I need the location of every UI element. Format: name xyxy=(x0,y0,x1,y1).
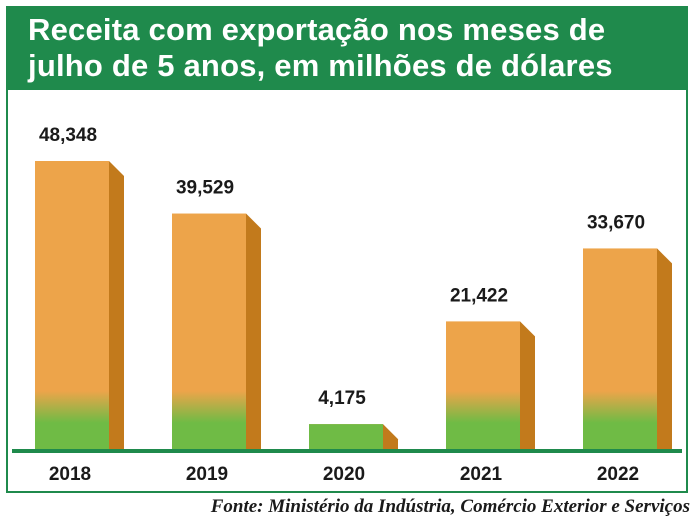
value-label-2020: 4,175 xyxy=(318,388,366,409)
x-tick-label-2022: 2022 xyxy=(597,464,639,485)
bar-base-band-2018 xyxy=(35,391,109,449)
chart-frame: Receita com exportação nos meses de julh… xyxy=(6,6,688,493)
x-tick-label-2021: 2021 xyxy=(460,464,503,485)
bars-group: 48,348 39,529 4,175 21,422 33,670 xyxy=(35,125,672,449)
x-tick-label-2019: 2019 xyxy=(186,464,228,485)
source-note: Fonte: Ministério da Indústria, Comércio… xyxy=(210,496,690,517)
x-tick-label-2018: 2018 xyxy=(49,464,91,485)
value-label-2018: 48,348 xyxy=(39,125,97,146)
x-tick-labels: 2018 2019 2020 2021 2022 xyxy=(49,464,639,485)
bar-base-band-2020 xyxy=(309,424,383,449)
bar-side-2020 xyxy=(383,424,398,449)
chart-title-line-2: julho de 5 anos, em milhões de dólares xyxy=(28,48,613,83)
title-bar: Receita com exportação nos meses de julh… xyxy=(8,8,686,90)
value-label-2022: 33,670 xyxy=(587,212,645,233)
bar-side-2018 xyxy=(109,161,124,449)
value-label-2019: 39,529 xyxy=(176,178,234,199)
chart-title-line-1: Receita com exportação nos meses de xyxy=(28,12,606,47)
x-tick-label-2020: 2020 xyxy=(323,464,365,485)
bar-base-band-2022 xyxy=(583,391,657,449)
bar-side-2021 xyxy=(520,321,535,449)
bar-side-2022 xyxy=(657,248,672,449)
bar-side-2019 xyxy=(246,213,261,449)
bar-base-band-2019 xyxy=(172,391,246,449)
value-label-2021: 21,422 xyxy=(450,285,508,306)
bar-base-band-2021 xyxy=(446,391,520,449)
